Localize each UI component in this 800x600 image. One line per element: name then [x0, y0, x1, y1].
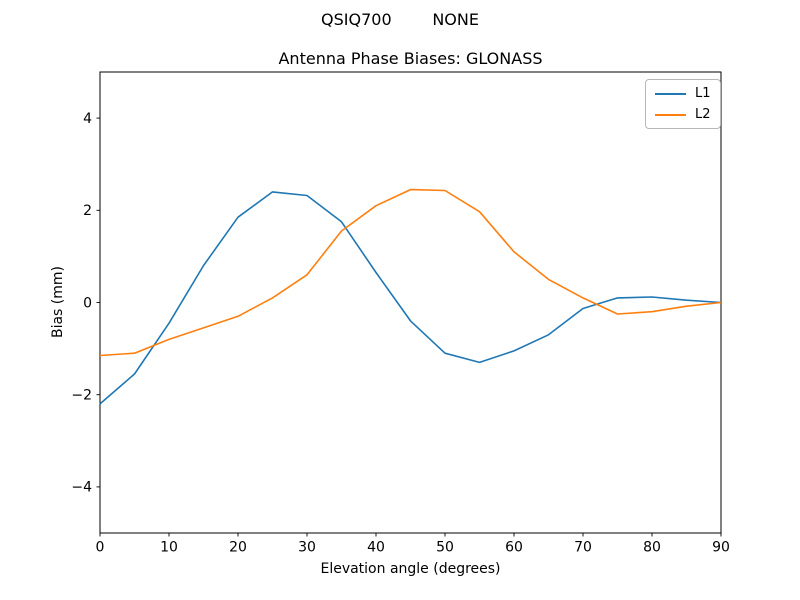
- legend-label-l2: L2: [695, 107, 711, 122]
- x-tick-label: 0: [96, 540, 105, 556]
- series-line-l2: [99, 188, 722, 357]
- legend: L1 L2: [645, 79, 721, 129]
- y-tick-label: 0: [83, 295, 92, 311]
- figure-suptitle: QSIQ700 NONE: [321, 10, 479, 29]
- y-tick-label: −2: [71, 388, 92, 404]
- x-tick-label: 90: [712, 540, 730, 556]
- y-tick-label: 2: [83, 203, 92, 219]
- x-axis-label: Elevation angle (degrees): [320, 561, 501, 577]
- x-tick-label: 30: [298, 540, 316, 556]
- legend-label-l1: L1: [695, 86, 711, 101]
- x-tick-label: 60: [505, 540, 523, 556]
- legend-item-l2: L2: [655, 108, 711, 121]
- series-line-l1: [99, 191, 722, 405]
- x-tick-label: 80: [643, 540, 661, 556]
- x-tick-label: 10: [160, 540, 178, 556]
- l2-line-swatch: [655, 113, 686, 116]
- y-tick-label: −4: [71, 480, 92, 496]
- x-tick-label: 20: [229, 540, 247, 556]
- x-tick-label: 50: [436, 540, 454, 556]
- chart-title: Antenna Phase Biases: GLONASS: [278, 49, 543, 68]
- l1-line-swatch: [655, 92, 686, 95]
- x-tick-label: 70: [574, 540, 592, 556]
- x-tick-label: 40: [367, 540, 385, 556]
- legend-item-l1: L1: [655, 87, 711, 100]
- y-tick-label: 4: [83, 111, 92, 127]
- y-axis-label: Bias (mm): [50, 265, 66, 339]
